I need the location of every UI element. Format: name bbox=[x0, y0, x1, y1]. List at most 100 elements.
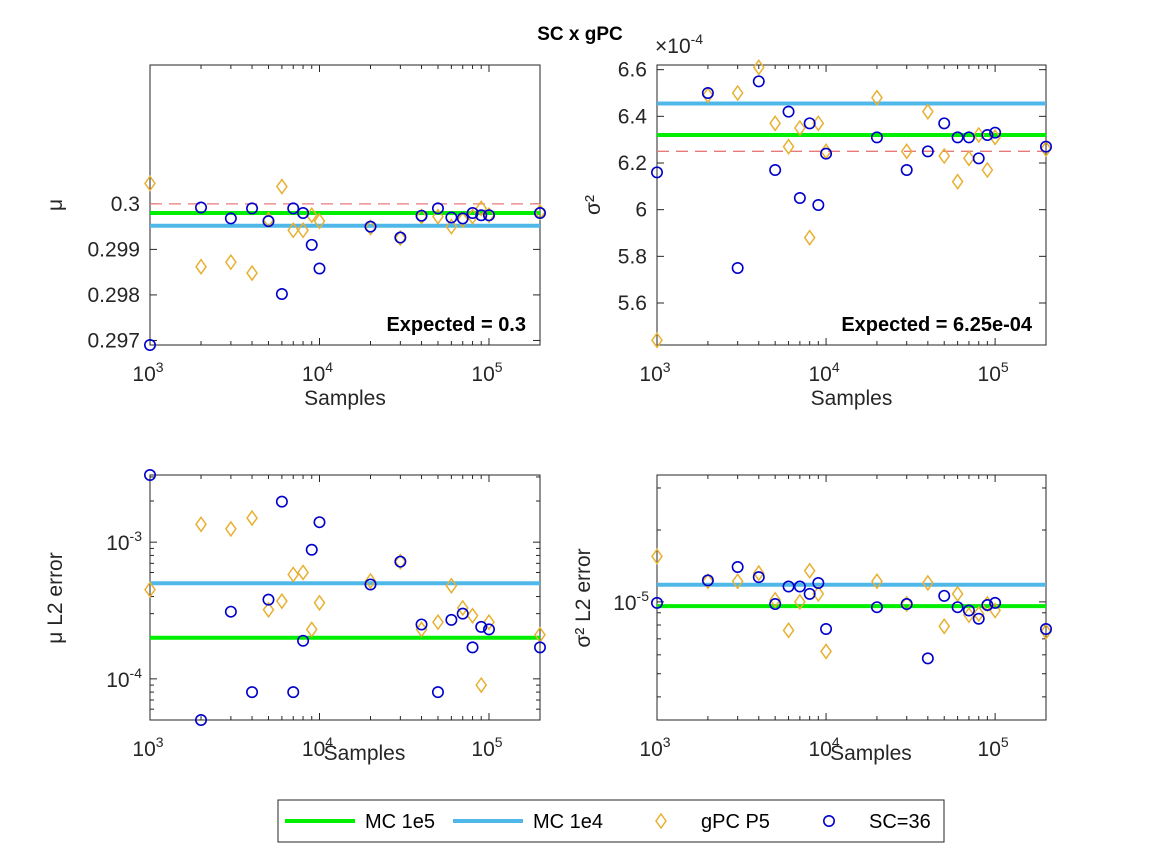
x-axis-ticks: 103 104 105 bbox=[639, 475, 1047, 761]
series-sc-36 bbox=[650, 75, 1053, 274]
subplot-sigma2: 103 104 105 Samples 5.6 5.8 6 6.2 6.4 6.6 ×10-4 σ² E… bbox=[582, 31, 1053, 410]
sc-point bbox=[246, 202, 259, 215]
sc-point bbox=[394, 555, 407, 568]
sc-point bbox=[394, 231, 407, 244]
y-axis-label: μ L2 error bbox=[44, 552, 67, 643]
axes-box bbox=[656, 64, 1047, 346]
series-gpc-p5 bbox=[144, 509, 546, 694]
x-tick-label: 103 bbox=[639, 359, 670, 386]
sc-point bbox=[981, 599, 994, 612]
gpc-point bbox=[951, 585, 964, 603]
gpc-point bbox=[1040, 140, 1052, 158]
sc-point bbox=[297, 206, 310, 219]
sc-point bbox=[701, 87, 714, 100]
sc-point bbox=[144, 468, 157, 481]
x-tick-label: 104 bbox=[808, 734, 839, 761]
sc-point bbox=[782, 105, 795, 118]
subplot-grid: 103 104 105 Samples 0.297 0.298 0.299 0.3 μ Expec… bbox=[44, 31, 1053, 765]
sc-point bbox=[445, 613, 458, 626]
sc-point bbox=[769, 164, 782, 177]
x-axis-ticks: 103 104 105 bbox=[639, 65, 1047, 386]
sc-point bbox=[195, 713, 208, 726]
gpc-point bbox=[456, 211, 469, 229]
gpc-point bbox=[224, 253, 237, 271]
sc-point bbox=[456, 607, 469, 620]
sc-point bbox=[466, 206, 479, 219]
gpc-point bbox=[195, 258, 207, 275]
plot-area bbox=[650, 548, 1053, 665]
y-axis-ticks: 10-4 10-3 bbox=[106, 476, 540, 721]
gpc-point bbox=[972, 605, 985, 623]
x-tick-label: 103 bbox=[132, 734, 163, 761]
x-tick-label: 103 bbox=[132, 359, 163, 386]
x-axis-ticks: 103 104 105 bbox=[132, 475, 541, 761]
legend-swatch-circle bbox=[822, 814, 835, 827]
sc-point bbox=[812, 576, 825, 589]
gpc-point bbox=[701, 87, 714, 104]
gpc-point bbox=[415, 208, 428, 225]
sc-point bbox=[731, 560, 744, 573]
gpc-point bbox=[752, 59, 765, 76]
gpc-point bbox=[731, 84, 744, 102]
gpc-point bbox=[793, 593, 806, 611]
sc-point bbox=[475, 209, 488, 222]
sc-point bbox=[731, 261, 744, 274]
gpc-point bbox=[963, 150, 975, 167]
gpc-point bbox=[364, 572, 377, 590]
gpc-point bbox=[305, 621, 318, 638]
legend-label: SC=36 bbox=[869, 811, 931, 833]
sc-point bbox=[870, 131, 883, 144]
y-exponent-label: ×10-4 bbox=[655, 31, 703, 58]
legend-item-mc-1e5: MC 1e5 bbox=[285, 811, 435, 833]
x-axis-label: Samples bbox=[324, 742, 406, 765]
y-tick-label: 0.3 bbox=[111, 193, 140, 216]
plot-area bbox=[144, 175, 546, 351]
sc-point bbox=[870, 601, 883, 614]
y-axis-label: σ² bbox=[582, 195, 605, 215]
sc-point bbox=[921, 652, 934, 665]
sc-point bbox=[820, 147, 833, 160]
gpc-point bbox=[364, 219, 377, 236]
legend-item-sc-36: SC=36 bbox=[822, 811, 931, 833]
sc-point bbox=[803, 587, 816, 600]
gpc-point bbox=[415, 621, 428, 638]
legend-item-mc-1e4: MC 1e4 bbox=[453, 811, 603, 833]
y-tick-label: 6.6 bbox=[618, 59, 647, 82]
sc-point bbox=[650, 596, 663, 609]
gpc-point bbox=[871, 89, 883, 106]
x-tick-label: 104 bbox=[302, 359, 333, 386]
gpc-point bbox=[731, 572, 744, 590]
y-tick-label: 0.299 bbox=[87, 238, 140, 261]
gpc-point bbox=[1040, 623, 1052, 640]
sc-point bbox=[900, 164, 913, 177]
sc-point bbox=[981, 129, 994, 142]
gpc-point bbox=[921, 574, 934, 592]
gpc-point bbox=[475, 200, 488, 217]
legend: MC 1e5 MC 1e4 gPC P5 SC=36 bbox=[277, 799, 945, 843]
y-tick-label: 10-3 bbox=[106, 528, 142, 555]
gpc-point bbox=[981, 161, 994, 179]
gpc-point bbox=[475, 676, 488, 694]
sc-point bbox=[456, 212, 469, 225]
expected-annotation: Expected = 6.25e-04 bbox=[841, 314, 1033, 336]
gpc-point bbox=[938, 618, 951, 635]
axes-box bbox=[149, 474, 541, 721]
sc-point bbox=[951, 601, 964, 614]
series-sc-36 bbox=[650, 560, 1053, 665]
sc-point bbox=[989, 596, 1002, 609]
gpc-point bbox=[803, 562, 816, 580]
expected-annotation: Expected = 0.3 bbox=[386, 314, 526, 336]
gpc-point bbox=[224, 520, 237, 538]
sc-point bbox=[812, 199, 825, 212]
y-axis-ticks: 0.297 0.298 0.299 0.3 bbox=[87, 193, 540, 352]
gpc-point bbox=[782, 138, 795, 155]
sc-point bbox=[962, 604, 975, 617]
sc-point bbox=[305, 238, 318, 251]
sc-point bbox=[415, 618, 428, 631]
y-tick-label: 5.6 bbox=[618, 292, 647, 315]
x-axis-label: Samples bbox=[811, 387, 893, 410]
series-sc-36 bbox=[144, 201, 546, 351]
sc-point bbox=[364, 220, 377, 233]
sc-point bbox=[951, 131, 964, 144]
